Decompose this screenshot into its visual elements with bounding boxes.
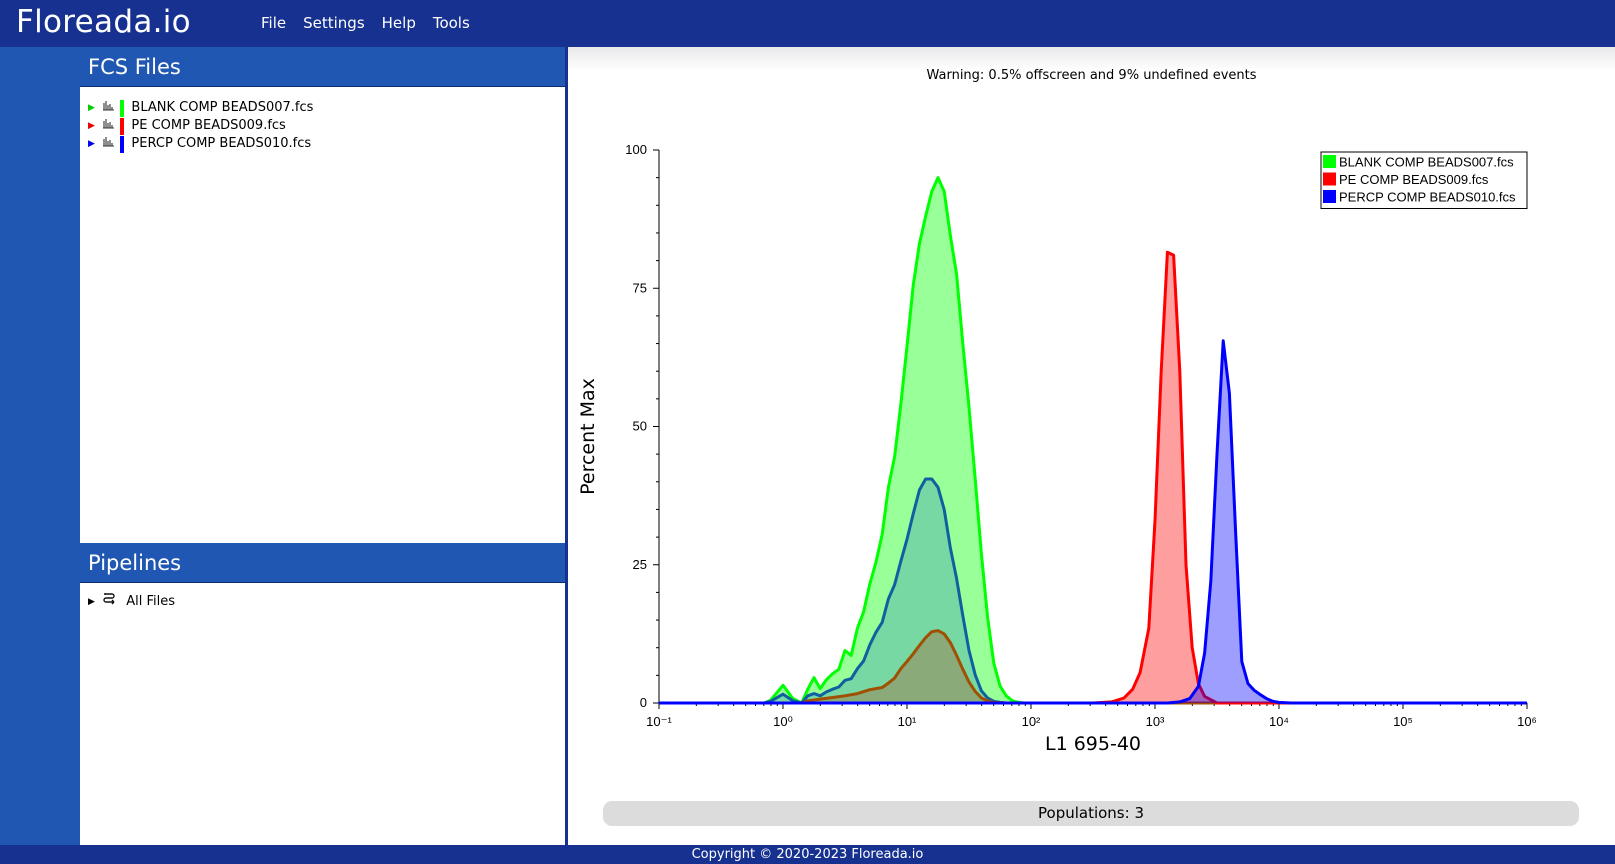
x-tick-label: 10³ <box>1146 714 1165 729</box>
histogram-icon <box>102 99 116 117</box>
pipelines-header: Pipelines <box>80 543 565 583</box>
pipeline-list: ▶ All Files <box>88 592 175 610</box>
menu-settings[interactable]: Settings <box>303 14 365 32</box>
pipeline-icon <box>102 592 116 611</box>
file-name: BLANK COMP BEADS007.fcs <box>131 100 314 115</box>
expand-arrow-icon[interactable]: ▶ <box>88 103 95 113</box>
series-line-1 <box>659 477 1527 705</box>
legend-swatch <box>1323 155 1336 168</box>
menu-bar: File Settings Help Tools <box>261 14 487 32</box>
x-tick-label: 10⁻¹ <box>646 714 672 729</box>
y-tick-label: 100 <box>625 142 647 157</box>
series-area-0 <box>659 177 1527 704</box>
x-tick-label: 10¹ <box>898 714 917 729</box>
y-tick-label: 0 <box>640 695 647 710</box>
fcs-file-list: ▶ BLANK COMP BEADS007.fcs ▶ PE COMP BEAD… <box>88 99 313 153</box>
file-row-blank[interactable]: ▶ BLANK COMP BEADS007.fcs <box>88 99 313 117</box>
series-area-1 <box>659 479 1527 703</box>
y-tick-label: 50 <box>633 419 647 434</box>
x-tick-label: 10⁴ <box>1269 714 1289 729</box>
menu-help[interactable]: Help <box>381 14 416 32</box>
app-logo: Floreada.io <box>16 4 191 40</box>
legend-box <box>1320 151 1528 209</box>
populations-bar[interactable]: Populations: 3 <box>603 801 1579 826</box>
legend-label: BLANK COMP BEADS007.fcs <box>1339 155 1514 170</box>
y-axis-label: Percent Max <box>577 378 599 495</box>
histogram-icon <box>102 135 116 153</box>
x-tick-label: 10⁰ <box>773 714 793 729</box>
file-color-swatch <box>120 135 125 153</box>
expand-arrow-icon[interactable]: ▶ <box>88 139 95 149</box>
y-tick-label: 75 <box>633 280 647 295</box>
left-panel: FCS Files ▶ BLANK COMP BEADS007.fcs ▶ PE… <box>80 47 565 845</box>
series-line-2 <box>659 629 1527 705</box>
x-tick-label: 10⁵ <box>1393 714 1413 729</box>
file-name: PERCP COMP BEADS010.fcs <box>131 136 312 151</box>
series-line-4 <box>659 339 1527 705</box>
file-name: PE COMP BEADS009.fcs <box>131 118 286 133</box>
warning-text: Warning: 0.5% offscreen and 9% undefined… <box>926 68 1257 83</box>
top-bar: Floreada.io File Settings Help Tools <box>0 0 1615 47</box>
file-row-percp[interactable]: ▶ PERCP COMP BEADS010.fcs <box>88 135 313 153</box>
file-row-pe[interactable]: ▶ PE COMP BEADS009.fcs <box>88 117 313 135</box>
series-area-4 <box>659 340 1527 703</box>
x-axis-label: L1 695-40 <box>1045 733 1141 755</box>
file-color-swatch <box>120 117 125 135</box>
x-tick-label: 10² <box>1022 714 1041 729</box>
x-tick-label: 10⁶ <box>1517 714 1537 729</box>
expand-arrow-icon[interactable]: ▶ <box>88 121 95 131</box>
plot-panel: Warning: 0.5% offscreen and 9% undefined… <box>568 47 1615 845</box>
file-color-swatch <box>120 99 125 117</box>
pipeline-name: All Files <box>126 593 176 609</box>
plot-panel-shadow <box>568 47 1615 71</box>
panel-divider[interactable] <box>565 47 568 845</box>
pipeline-item-all-files[interactable]: ▶ All Files <box>88 592 175 610</box>
series-line-0 <box>659 176 1527 705</box>
fcs-files-header: FCS Files <box>80 47 565 87</box>
histogram-icon <box>102 117 116 135</box>
legend-swatch <box>1323 190 1336 203</box>
legend-swatch <box>1323 172 1336 186</box>
menu-tools[interactable]: Tools <box>432 14 470 32</box>
menu-file[interactable]: File <box>261 14 287 32</box>
legend-label: PERCP COMP BEADS010.fcs <box>1339 190 1516 205</box>
series-area-3 <box>659 252 1527 704</box>
y-tick-label: 25 <box>633 557 647 572</box>
footer-copyright: Copyright © 2020-2023 Floreada.io <box>691 847 924 862</box>
expand-arrow-icon[interactable]: ▶ <box>88 596 95 607</box>
histogram-chart[interactable]: 0 25 50 75 100 10⁻¹ 10⁰ 10¹ 10² 10³ 10⁴ 10⁵ 10⁶ L1 69… <box>568 47 1615 807</box>
left-rail <box>0 47 80 845</box>
series-line-3 <box>659 250 1527 705</box>
legend-label: PE COMP BEADS009.fcs <box>1339 172 1489 187</box>
